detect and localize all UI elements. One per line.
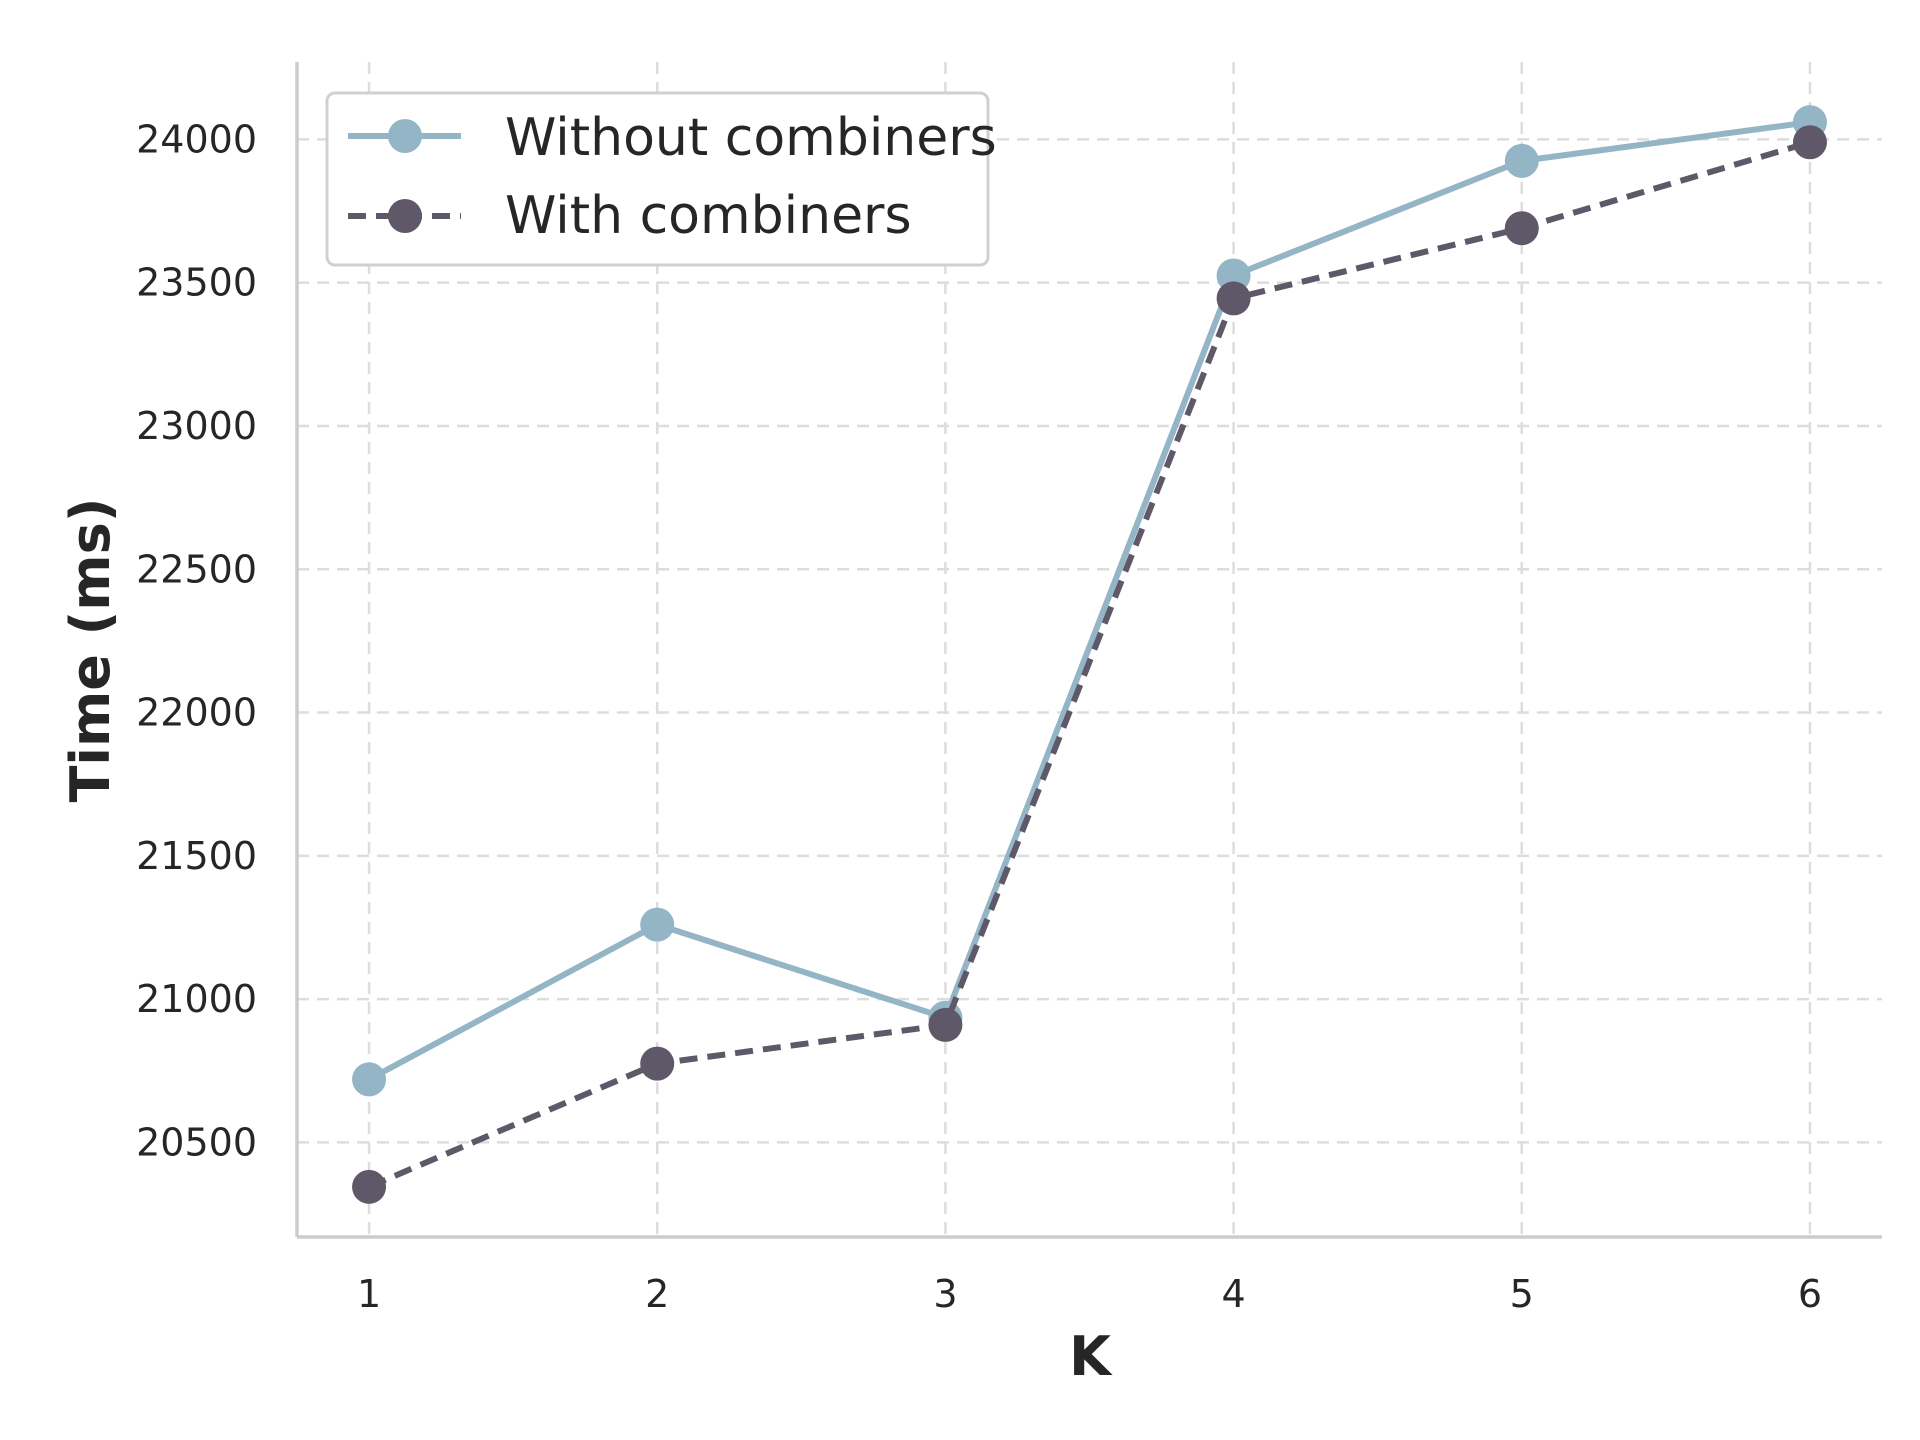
x-tick-label: 3 bbox=[933, 1272, 957, 1316]
data-point-with-combiners bbox=[1792, 125, 1827, 160]
x-tick-label: 6 bbox=[1798, 1272, 1822, 1316]
y-tick-label: 22500 bbox=[136, 547, 257, 591]
legend-frame bbox=[325, 91, 990, 267]
legend-label-without-combiners: Without combiners bbox=[505, 108, 997, 168]
data-point-without-combiners bbox=[640, 907, 675, 942]
x-tick-label: 4 bbox=[1221, 1272, 1245, 1316]
y-tick-label: 21000 bbox=[136, 977, 257, 1021]
y-tick-label: 23500 bbox=[136, 261, 257, 305]
data-point-with-combiners bbox=[1216, 281, 1251, 316]
y-axis-title: Time (ms) bbox=[59, 498, 122, 803]
y-tick-labels: 20500 21000 21500 22000 22500 23000 23500 24000 bbox=[136, 117, 257, 1164]
legend-label-with-combiners: With combiners bbox=[505, 186, 912, 246]
data-point-with-combiners bbox=[928, 1007, 963, 1042]
series-line-without-combiners bbox=[367, 119, 1811, 1083]
series-line-with-combiners bbox=[367, 139, 1811, 1190]
x-axis-title: K bbox=[1069, 1325, 1113, 1388]
y-tick-label: 24000 bbox=[136, 117, 257, 161]
grid bbox=[297, 62, 1882, 1237]
y-tick-label: 20500 bbox=[136, 1120, 257, 1164]
legend-marker-with-combiners bbox=[388, 199, 422, 233]
x-tick-labels: 1 2 3 4 5 6 bbox=[357, 1272, 1822, 1316]
y-tick-label: 22000 bbox=[136, 691, 257, 735]
data-point-with-combiners bbox=[352, 1169, 387, 1204]
y-tick-label: 23000 bbox=[136, 404, 257, 448]
x-tick-label: 1 bbox=[357, 1272, 381, 1316]
legend: Without combiners With combiners bbox=[325, 91, 997, 267]
series-with-combiners bbox=[352, 125, 1827, 1204]
data-point-with-combiners bbox=[640, 1046, 675, 1081]
series bbox=[352, 105, 1827, 1204]
legend-marker-without-combiners bbox=[388, 119, 422, 153]
x-tick-label: 5 bbox=[1510, 1272, 1534, 1316]
data-point-without-combiners bbox=[1504, 143, 1539, 178]
y-tick-label: 21500 bbox=[136, 834, 257, 878]
data-point-with-combiners bbox=[1504, 211, 1539, 246]
x-tick-label: 2 bbox=[645, 1272, 669, 1316]
data-point-without-combiners bbox=[352, 1062, 387, 1097]
axes-spines bbox=[295, 62, 1882, 1239]
